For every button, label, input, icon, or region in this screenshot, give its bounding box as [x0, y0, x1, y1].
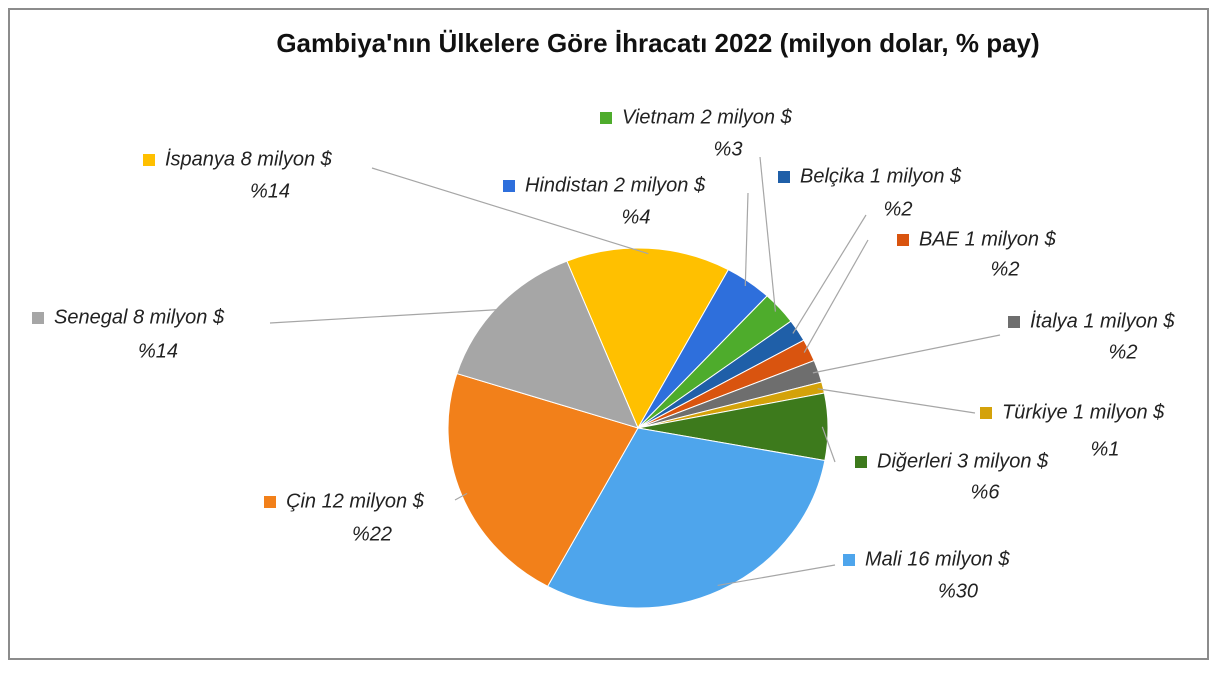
category-label: Çin 12 milyon $: [286, 490, 425, 512]
leader-line: [454, 492, 468, 501]
legend-key: [600, 112, 612, 124]
category-label: Vietnam 2 milyon $: [622, 106, 793, 128]
legend-key: [843, 554, 855, 566]
category-label: İspanya 8 milyon $: [165, 148, 333, 170]
category-label: Türkiye 1 milyon $: [1002, 401, 1165, 423]
leader-line: [812, 334, 1001, 374]
leader-line: [803, 239, 869, 353]
pie-slice: [566, 247, 730, 430]
legend-key: [778, 171, 790, 183]
value-label: %14: [138, 340, 178, 362]
value-label: %4: [622, 206, 651, 228]
legend-key: [503, 180, 515, 192]
value-label: %2: [1109, 341, 1138, 363]
leader-line: [821, 426, 836, 463]
value-label: %30: [938, 580, 978, 602]
value-label: %1: [1091, 438, 1120, 460]
category-label: Mali 16 milyon $: [865, 548, 1010, 570]
category-label: Senegal 8 milyon $: [54, 306, 225, 328]
leader-line: [759, 156, 776, 312]
legend-key: [980, 407, 992, 419]
leader-line: [817, 388, 976, 414]
leader-line: [717, 564, 836, 587]
leader-line: [792, 214, 867, 334]
category-label: Belçika 1 milyon $: [800, 165, 962, 187]
category-label: Diğerleri 3 milyon $: [877, 450, 1049, 472]
pie-slice: [447, 372, 639, 588]
leader-line: [371, 167, 649, 255]
legend-key: [143, 154, 155, 166]
category-label: İtalya 1 milyon $: [1030, 310, 1175, 332]
chart-title: Gambiya'nın Ülkelere Göre İhracatı 2022 …: [276, 28, 1039, 58]
leader-line: [744, 192, 749, 287]
value-label: %3: [714, 138, 743, 160]
legend-key: [1008, 316, 1020, 328]
category-label: Hindistan 2 milyon $: [525, 174, 706, 196]
value-label: %22: [352, 523, 392, 545]
legend-key: [897, 234, 909, 246]
value-label: %6: [971, 481, 1001, 503]
leader-line: [269, 308, 503, 324]
value-label: %2: [884, 198, 913, 220]
legend-key: [264, 496, 276, 508]
category-label: BAE 1 milyon $: [919, 228, 1057, 250]
pie-slice: [456, 260, 639, 429]
value-label: %2: [991, 258, 1020, 280]
value-label: %14: [250, 180, 290, 202]
legend-key: [855, 456, 867, 468]
legend-key: [32, 312, 44, 324]
pie-slice: [546, 427, 826, 609]
